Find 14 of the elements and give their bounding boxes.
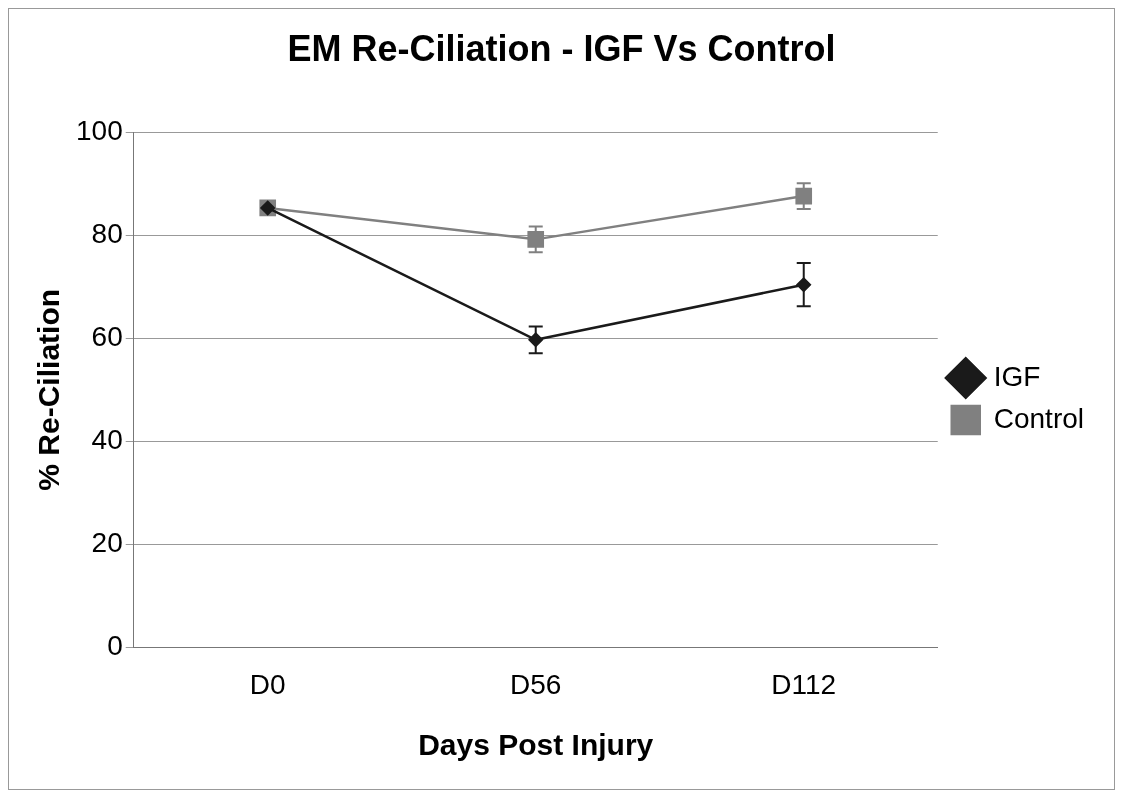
y-tick-label: 80: [91, 217, 123, 249]
y-axis-title: % Re-Ciliation: [32, 288, 66, 491]
x-tick-label: D0: [249, 668, 286, 700]
x-axis-title: Days Post Injury: [418, 728, 654, 762]
y-tick-label: 0: [107, 630, 123, 662]
y-tick-label: 40: [91, 424, 123, 456]
x-tick-label: D56: [510, 668, 562, 700]
legend-label: IGF: [993, 360, 1041, 392]
x-tick-label: D112: [771, 668, 837, 700]
y-tick-label: 100: [76, 114, 123, 146]
y-tick-label: 20: [91, 527, 123, 559]
chart-title: EM Re-Ciliation - IGF Vs Control: [287, 27, 836, 69]
legend-label: Control: [993, 402, 1084, 434]
y-tick-label: 60: [91, 321, 123, 352]
